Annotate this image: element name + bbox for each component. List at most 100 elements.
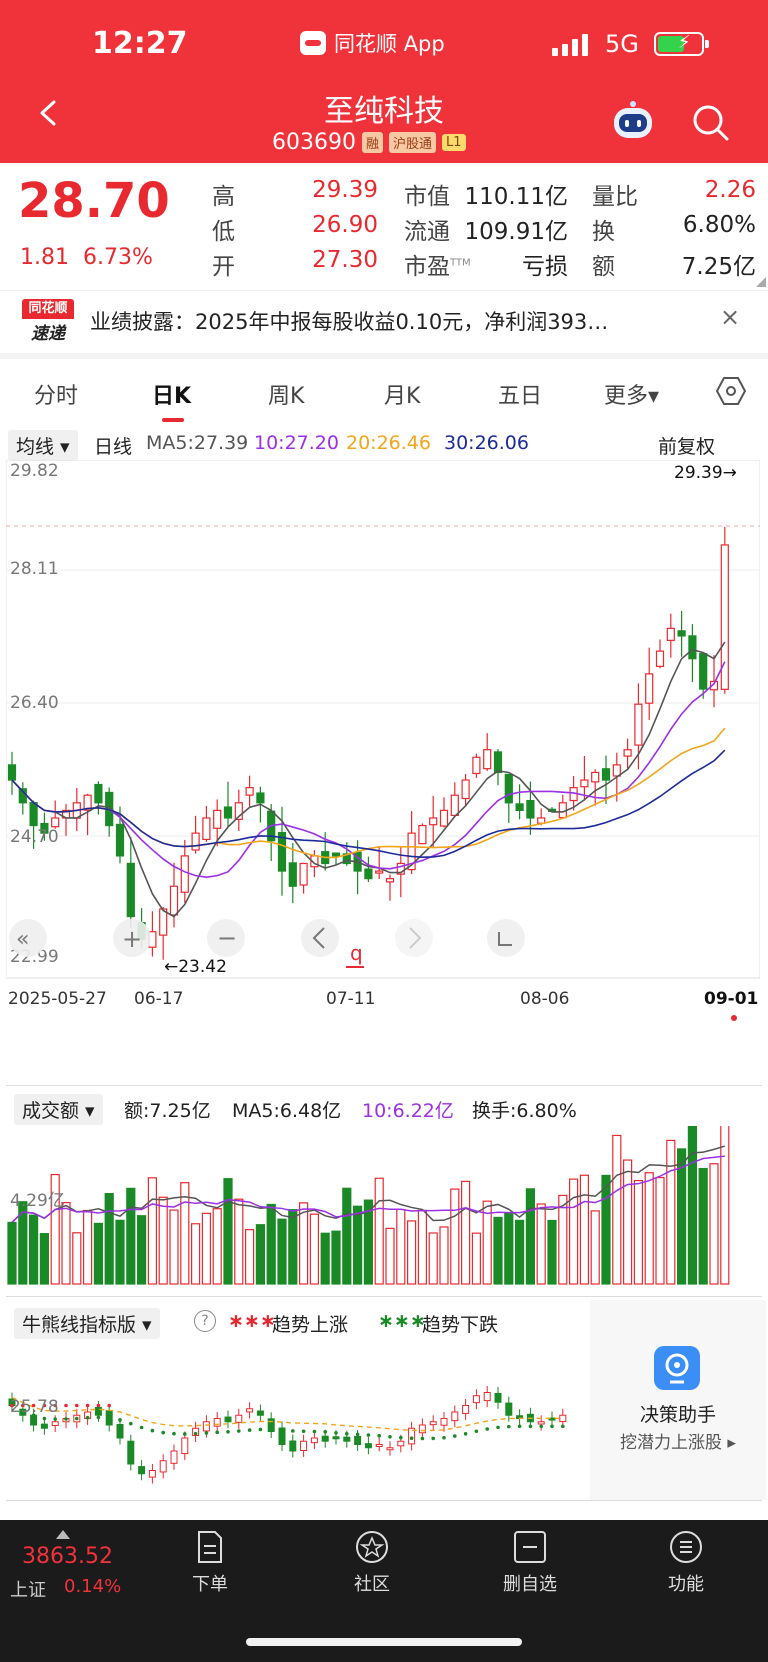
nav-remove-watchlist-label: 删自选: [503, 1574, 557, 1595]
candle: [126, 837, 135, 929]
indicator-candle: [408, 1421, 416, 1451]
candle: [159, 906, 168, 960]
candle: [688, 624, 697, 683]
candle: [245, 775, 254, 807]
volume-bar: [18, 1201, 28, 1285]
volume-bar: [396, 1208, 406, 1285]
volume-bar: [676, 1148, 687, 1285]
index-value[interactable]: 3863.52: [22, 1544, 113, 1569]
indicator-candle: [516, 1409, 524, 1425]
trend-dot: [269, 1427, 274, 1432]
candle: [472, 753, 481, 778]
label-turnover: 换: [592, 219, 615, 245]
news-text[interactable]: 业绩披露：2025年中报每股收益0.10元，净利润393…: [90, 310, 609, 334]
trend-dot: [485, 1427, 490, 1431]
volume-legend-bar: 成交额 ▾ 额:7.25亿 MA5:6.48亿 10:6.22亿 换手:6.80…: [6, 1092, 766, 1126]
volume-bar: [493, 1216, 503, 1285]
news-banner[interactable]: 同花顺 速递 业绩披露：2025年中报每股收益0.10元，净利润393… ×: [0, 290, 768, 359]
community-icon: [356, 1531, 388, 1563]
trend-dot: [334, 1431, 338, 1435]
nav-remove-watchlist[interactable]: 删自选: [480, 1530, 580, 1596]
help-icon[interactable]: ?: [194, 1310, 216, 1332]
home-indicator[interactable]: [246, 1638, 522, 1646]
candle: [18, 782, 27, 815]
candle: [385, 874, 395, 901]
volume-bar: [515, 1219, 525, 1285]
label-market-cap: 市值: [404, 184, 450, 210]
value-amount: 7.25亿: [681, 254, 756, 280]
trend-up-dot: [64, 1403, 68, 1408]
zoom-out-icon[interactable]: −: [207, 919, 245, 957]
volume-ma5: MA5:6.48亿: [232, 1100, 342, 1122]
volume-bar: [29, 1214, 39, 1285]
trend-dot: [183, 1432, 187, 1436]
indicator-candle: [289, 1434, 297, 1458]
indicator-candle: [192, 1421, 200, 1442]
x-label-2: 06-17: [134, 989, 183, 1009]
indicator-candle: [548, 1411, 556, 1425]
nav-functions[interactable]: 功能: [636, 1530, 736, 1596]
ma-legend-bar: 均线 ▾ 日线 MA5:27.39 10:27.20 20:26.46 30:2…: [6, 428, 766, 461]
trend-dot: [150, 1428, 155, 1433]
news-logo-bottom: 速递: [31, 324, 65, 344]
trend-up-dot: [21, 1403, 25, 1408]
close-icon[interactable]: ×: [720, 303, 741, 331]
svg-text:«: «: [16, 927, 29, 952]
volume-bar: [245, 1229, 255, 1285]
candle: [40, 812, 49, 841]
volume-bar: [622, 1159, 633, 1285]
indicator-y-label: 25.78: [10, 1397, 59, 1417]
collapse-icon[interactable]: «: [9, 919, 47, 957]
tab-more[interactable]: 更多▾: [604, 384, 660, 409]
tab-monthly-k[interactable]: 月K: [384, 384, 421, 409]
ma10-value: 10:27.20: [254, 432, 339, 454]
trend-line: [11, 1396, 563, 1432]
value-pe: 亏损: [522, 254, 568, 280]
zoom-in-icon[interactable]: +: [113, 919, 151, 957]
robot-assistant-icon[interactable]: [610, 100, 656, 142]
trend-dot: [355, 1432, 360, 1437]
indicator-candle: [246, 1402, 254, 1419]
decision-assistant-icon: [654, 1346, 700, 1390]
candle: [645, 647, 654, 721]
volume-type-select[interactable]: 成交额 ▾: [14, 1094, 103, 1125]
scroll-left-icon[interactable]: [301, 919, 339, 957]
indicator-legend-bar: 牛熊线指标版 ▾ ? ∗∗∗ 趋势上涨 ∗∗∗ 趋势下跌: [6, 1306, 586, 1340]
decision-assistant[interactable]: 决策助手 挖潜力上涨股 ▸: [590, 1300, 766, 1500]
fullscreen-icon[interactable]: [487, 919, 525, 957]
candle: [483, 733, 492, 771]
candle: [234, 789, 243, 832]
volume-bar: [72, 1232, 82, 1285]
trend-dot: [474, 1429, 479, 1434]
indicator-candle: [170, 1444, 178, 1470]
volume-ma5-line: [11, 1145, 726, 1223]
adjust-mode[interactable]: 前复权: [658, 436, 716, 458]
nav-order[interactable]: 下单: [160, 1530, 260, 1596]
tab-daily-k[interactable]: 日K: [152, 384, 192, 409]
tab-weekly-k[interactable]: 周K: [268, 384, 305, 409]
ma-type-select[interactable]: 均线 ▾: [8, 430, 78, 461]
trend-dot: [463, 1431, 468, 1436]
indicator-select[interactable]: 牛熊线指标版 ▾: [14, 1308, 160, 1339]
value-low: 26.90: [312, 212, 378, 238]
search-icon[interactable]: [690, 102, 730, 142]
indicator-candle: [278, 1421, 286, 1451]
tab-intraday[interactable]: 分时: [34, 384, 79, 409]
candlestick-chart[interactable]: 29.82 28.11 26.40 24.70 22.99 29.39→ ←23…: [6, 460, 760, 1028]
candle: [677, 610, 686, 657]
change-value: 1.81: [20, 245, 69, 270]
nav-functions-label: 功能: [668, 1574, 704, 1595]
mid-marker: q: [350, 941, 363, 965]
tab-five-day[interactable]: 五日: [498, 384, 543, 409]
trend-dot: [21, 1408, 25, 1413]
volume-bar: [579, 1174, 590, 1285]
nav-community[interactable]: 社区: [322, 1530, 422, 1596]
expand-corner-icon[interactable]: [756, 277, 766, 287]
settings-icon[interactable]: [716, 376, 746, 406]
candle: [7, 751, 17, 795]
scroll-right-icon[interactable]: [395, 919, 433, 957]
trend-dot: [215, 1430, 219, 1435]
volume-bar: [439, 1226, 449, 1285]
candle: [202, 806, 211, 842]
back-icon[interactable]: [36, 100, 62, 126]
